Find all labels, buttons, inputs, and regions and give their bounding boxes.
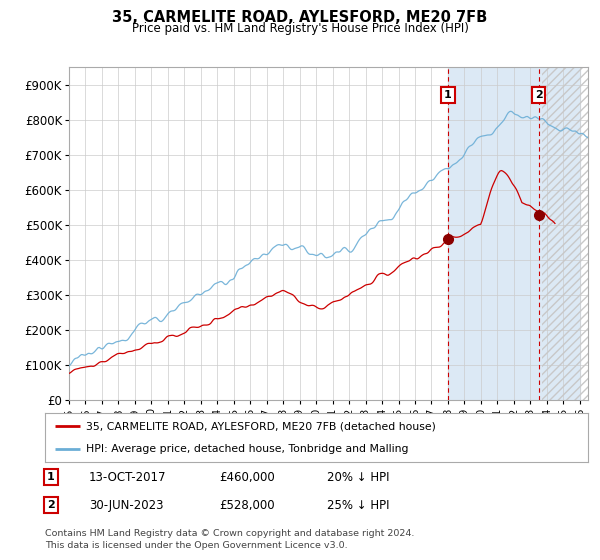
- Text: 13-OCT-2017: 13-OCT-2017: [89, 470, 166, 484]
- Text: 1: 1: [47, 472, 55, 482]
- Text: 25% ↓ HPI: 25% ↓ HPI: [327, 498, 389, 512]
- Text: 30-JUN-2023: 30-JUN-2023: [89, 498, 163, 512]
- Text: 1: 1: [444, 90, 452, 100]
- Text: Contains HM Land Registry data © Crown copyright and database right 2024.
This d: Contains HM Land Registry data © Crown c…: [45, 529, 415, 550]
- Text: £460,000: £460,000: [219, 470, 275, 484]
- Text: 2: 2: [535, 90, 542, 100]
- Text: 20% ↓ HPI: 20% ↓ HPI: [327, 470, 389, 484]
- Text: HPI: Average price, detached house, Tonbridge and Malling: HPI: Average price, detached house, Tonb…: [86, 444, 408, 454]
- Text: 35, CARMELITE ROAD, AYLESFORD, ME20 7FB (detached house): 35, CARMELITE ROAD, AYLESFORD, ME20 7FB …: [86, 421, 436, 431]
- Bar: [448, 67, 580, 400]
- Text: 2: 2: [47, 500, 55, 510]
- Text: £528,000: £528,000: [219, 498, 275, 512]
- Bar: [542, 67, 588, 400]
- Text: Price paid vs. HM Land Registry's House Price Index (HPI): Price paid vs. HM Land Registry's House …: [131, 22, 469, 35]
- Text: 35, CARMELITE ROAD, AYLESFORD, ME20 7FB: 35, CARMELITE ROAD, AYLESFORD, ME20 7FB: [112, 10, 488, 25]
- Bar: [542, 67, 588, 400]
